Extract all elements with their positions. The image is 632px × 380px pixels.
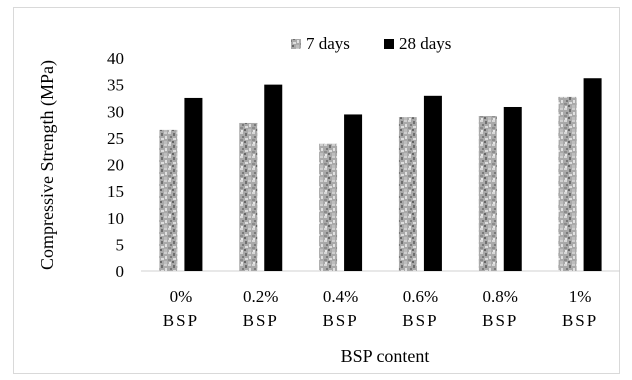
y-tick-label: 20 [107,156,124,175]
legend-swatch [384,39,394,49]
bar-7-days [319,143,338,271]
x-axis-title: BSP content [341,346,430,366]
x-tick-label-line: BSP [562,311,598,330]
x-tick-label-line: 0% [170,287,193,306]
x-tick-label: 0.6% BSP [402,287,438,330]
x-tick-label: 0.8% BSP [482,287,518,330]
bar-28-days [344,114,363,271]
x-tick-label: 1% BSP [562,287,598,330]
y-tick-label: 35 [107,76,124,95]
bar-7-days [239,122,258,271]
y-tick-label: 15 [107,182,124,201]
legend-swatch [291,39,301,49]
bar-28-days [503,106,522,272]
y-tick-label: 5 [116,235,125,254]
bar-28-days [264,84,283,271]
bar-28-days [423,95,442,272]
y-tick-label: 10 [107,209,124,228]
y-axis-title: Compressive Strength (MPa) [37,60,58,270]
x-tick-label-line: 0.4% [323,287,358,306]
x-tick-label-line: BSP [482,311,518,330]
x-tick-label-line: 0.6% [403,287,438,306]
bar-7-days [558,96,577,271]
x-tick-label: 0.4% BSP [322,287,358,330]
x-tick-label-line: BSP [402,311,438,330]
y-tick-label: 25 [107,129,124,148]
x-tick-label-line: 0.2% [243,287,278,306]
y-tick-label: 30 [107,102,124,121]
bar-7-days [159,129,178,271]
bar-7-days [398,117,417,271]
bar-28-days [184,97,203,271]
x-tick-label-line: BSP [322,311,358,330]
x-tick-label-line: BSP [163,311,199,330]
legend-label: 7 days [306,34,350,53]
x-tick-label-line: BSP [243,311,279,330]
y-tick-label: 0 [116,262,125,281]
x-tick-label-line: 1% [569,287,592,306]
x-tick-label: 0.2% BSP [243,287,279,330]
bar-28-days [583,78,602,271]
bar-7-days [478,116,497,271]
y-tick-label: 40 [107,49,124,68]
x-tick-label: 0% BSP [163,287,199,330]
x-tick-label-line: 0.8% [483,287,518,306]
legend-label: 28 days [399,34,451,53]
